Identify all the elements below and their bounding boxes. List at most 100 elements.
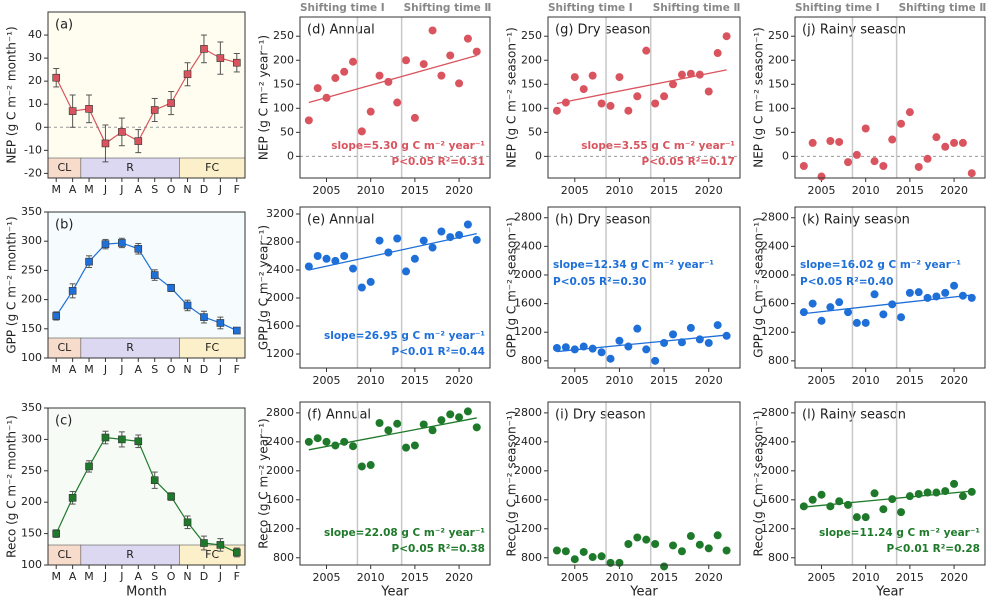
- marker: [68, 287, 77, 295]
- annotation: slope=16.02 g C m⁻² year⁻¹: [800, 259, 961, 271]
- y-tick-label: 2400: [514, 435, 542, 448]
- point: [923, 293, 932, 302]
- point: [704, 544, 713, 553]
- point: [455, 231, 464, 239]
- y-tick-label: 2800: [266, 235, 294, 248]
- y-tick-label: 200: [21, 495, 42, 508]
- point: [897, 313, 906, 322]
- point: [446, 410, 455, 419]
- point: [384, 77, 393, 86]
- marker: [118, 435, 126, 444]
- x-tick-label: F: [234, 363, 240, 376]
- y-tick-label: 2000: [266, 291, 294, 304]
- shift-label: Shifting time Ⅰ: [795, 2, 880, 14]
- plot-area: [300, 17, 490, 178]
- point: [888, 135, 897, 144]
- y-tick-label: 10: [28, 97, 42, 110]
- y-tick-label: 0: [782, 149, 789, 162]
- point: [455, 79, 464, 88]
- marker: [85, 105, 93, 113]
- annotation: slope=26.95 g C m⁻² year⁻¹: [324, 330, 485, 342]
- point: [313, 434, 322, 443]
- point: [677, 70, 686, 79]
- marker: [232, 58, 241, 67]
- point: [615, 73, 624, 82]
- point: [923, 154, 932, 163]
- point: [410, 254, 419, 263]
- point: [932, 488, 941, 497]
- x-tick-label: J: [119, 570, 123, 583]
- y-axis-label: GPP (g C m⁻² month⁻¹): [5, 216, 19, 353]
- marker: [85, 462, 93, 471]
- point: [615, 336, 624, 345]
- point: [879, 505, 888, 514]
- marker: [134, 244, 143, 253]
- point: [967, 169, 976, 178]
- y-axis-label: NEP (g C m⁻² month⁻¹): [5, 26, 19, 163]
- point: [914, 490, 923, 499]
- point: [713, 531, 722, 540]
- y-tick-label: 800: [273, 551, 294, 564]
- y-tick-label: 2000: [514, 268, 542, 281]
- point: [393, 419, 402, 428]
- x-axis-label: Year: [380, 585, 409, 600]
- point: [552, 106, 561, 115]
- plot-frame: [794, 401, 986, 566]
- y-tick-label: 1600: [514, 297, 542, 310]
- point: [808, 495, 817, 504]
- y-tick-label: 2400: [761, 239, 789, 252]
- y-tick-label: 800: [768, 354, 789, 367]
- marker: [167, 99, 175, 107]
- annotation: P<0.01 R²=0.28: [887, 543, 980, 555]
- point: [897, 119, 906, 128]
- x-tick-label: 2020: [695, 571, 723, 584]
- panel-label: (d) Annual: [307, 23, 375, 38]
- marker: [101, 240, 110, 248]
- marker: [150, 476, 159, 485]
- x-tick-label: J: [119, 363, 123, 376]
- x-tick-label: J: [119, 183, 123, 196]
- annotation: P<0.05 R²=0.40: [800, 276, 893, 288]
- point: [686, 69, 695, 78]
- point: [722, 32, 731, 41]
- point: [950, 479, 959, 488]
- x-tick-label: M: [84, 183, 94, 196]
- point: [669, 541, 678, 550]
- point: [950, 281, 959, 290]
- x-tick-label: 2015: [650, 184, 678, 197]
- x-tick-label: 2015: [650, 571, 678, 584]
- point: [606, 354, 615, 363]
- point: [579, 342, 588, 351]
- point: [472, 235, 481, 244]
- x-tick-label: D: [200, 570, 208, 583]
- point: [588, 553, 597, 562]
- point: [958, 138, 967, 147]
- x-tick-label: 2015: [401, 374, 429, 387]
- x-tick-label: 2010: [605, 374, 633, 387]
- point: [660, 92, 669, 101]
- point: [357, 462, 366, 471]
- point: [722, 331, 731, 340]
- y-tick-label: 2400: [761, 435, 789, 448]
- shift-label: Shifting time Ⅱ: [653, 2, 741, 14]
- y-axis-label: GPP (g C m⁻² year⁻¹): [257, 225, 271, 350]
- y-tick-label: 100: [21, 558, 42, 571]
- season-label: FC: [205, 341, 219, 354]
- marker: [118, 128, 126, 136]
- y-tick-label: 2000: [514, 464, 542, 477]
- x-tick-label: 2020: [445, 184, 473, 197]
- panel-label: (k) Rainy season: [802, 213, 910, 228]
- point: [817, 172, 826, 181]
- point: [597, 99, 606, 108]
- point: [357, 127, 366, 136]
- point: [958, 492, 967, 501]
- x-tick-label: M: [51, 183, 61, 196]
- point: [852, 318, 861, 327]
- y-tick-label: 1200: [514, 325, 542, 338]
- panel-label: (e) Annual: [307, 213, 374, 228]
- x-tick-label: 2010: [605, 571, 633, 584]
- y-tick-label: 1200: [266, 522, 294, 535]
- point: [923, 488, 932, 497]
- marker: [216, 319, 225, 327]
